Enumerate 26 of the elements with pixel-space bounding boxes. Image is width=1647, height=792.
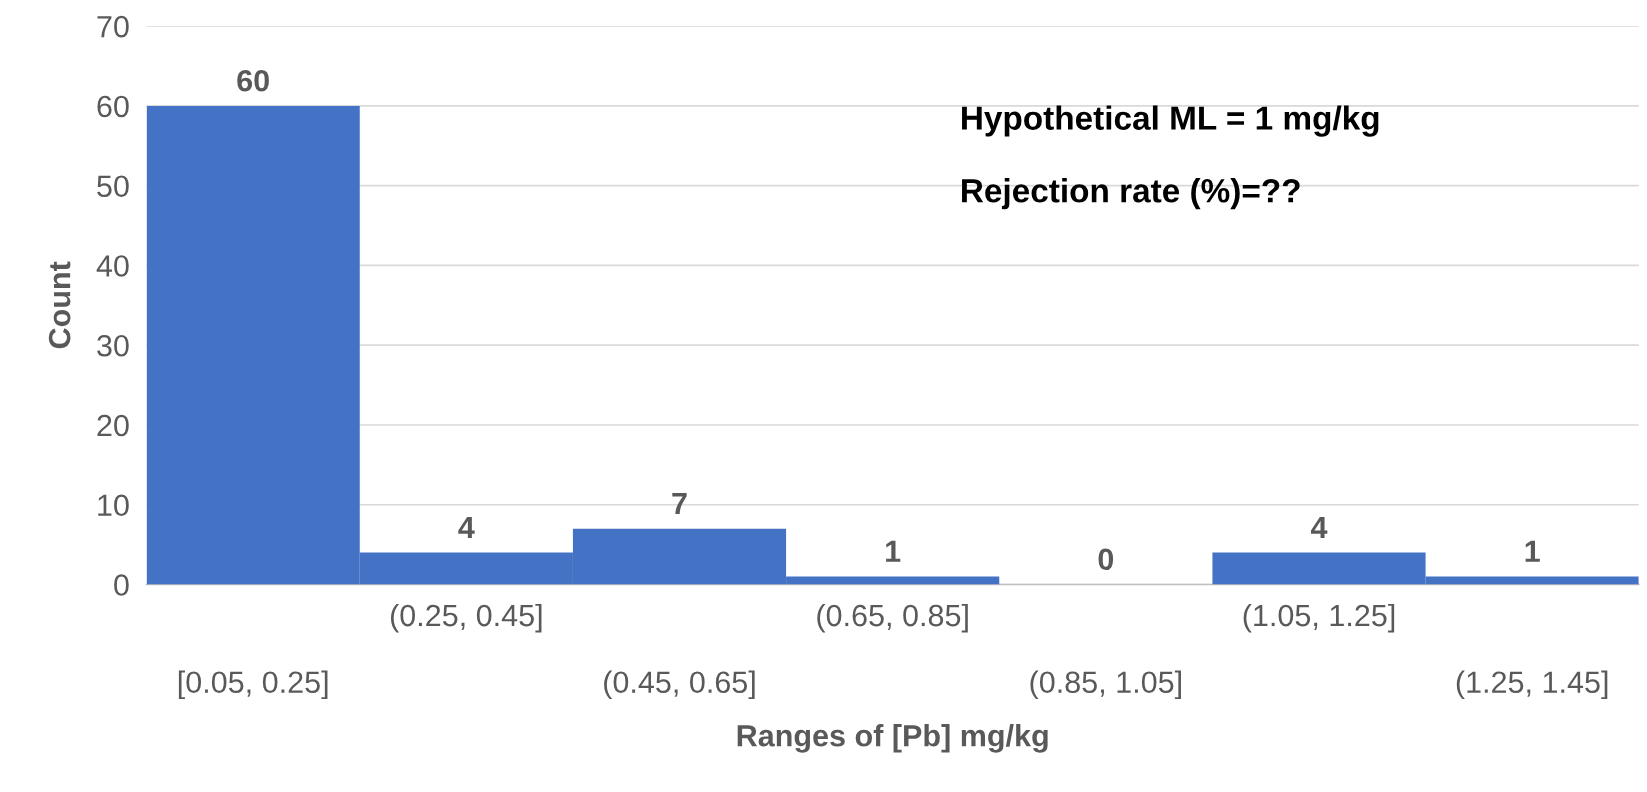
x-axis-title: Ranges of [Pb] mg/kg — [737, 724, 1048, 753]
y-tick-label: 20 — [97, 414, 129, 437]
y-tick-label: 10 — [98, 494, 129, 517]
annotation: Hypothetical ML = 1 mg/kg — [962, 105, 1379, 137]
y-tick-label: 50 — [97, 175, 129, 198]
data-label: 4 — [458, 516, 475, 538]
data-label: 1 — [886, 540, 901, 562]
y-tick-label: 60 — [97, 95, 129, 118]
annotation: Rejection rate (%)=?? — [962, 178, 1300, 210]
data-label: 1 — [1525, 540, 1540, 562]
data-label: 7 — [672, 492, 687, 514]
data-label: 0 — [1098, 548, 1114, 571]
x-tick-label: (0.65, 0.85] — [817, 603, 968, 633]
x-tick-label: (1.25, 1.45] — [1456, 670, 1608, 700]
x-tick-label: (0.45, 0.65] — [604, 670, 755, 700]
x-tick-label: (0.25, 0.45] — [390, 603, 542, 633]
x-tick-label: (1.05, 1.25] — [1243, 603, 1395, 633]
y-tick-label: 0 — [114, 574, 129, 596]
y-axis-title: Count — [48, 261, 71, 349]
y-tick-label: 40 — [96, 255, 129, 277]
data-label: 4 — [1310, 516, 1328, 538]
x-tick-label: [0.05, 0.25] — [178, 670, 328, 700]
y-tick-label: 70 — [97, 15, 129, 38]
y-tick-label: 30 — [97, 334, 129, 357]
data-label: 60 — [237, 69, 269, 92]
x-tick-label: (0.85, 1.05] — [1030, 670, 1181, 700]
